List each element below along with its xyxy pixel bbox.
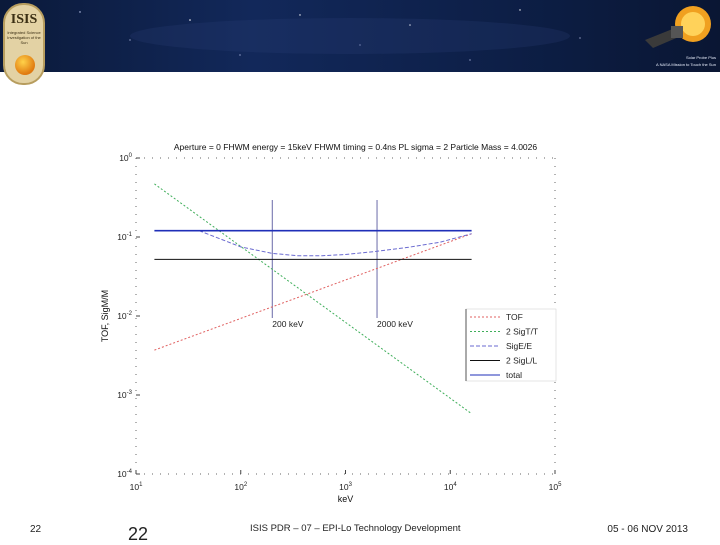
legend-box: [465, 308, 557, 382]
x-tick-label: 101: [130, 482, 143, 492]
x-tick-label: 104: [444, 482, 457, 492]
legend-label: 2 SigL/L: [506, 356, 537, 366]
x-tick-label: 103: [339, 482, 352, 492]
series-line: [154, 183, 472, 415]
slide-number-large: 22: [128, 524, 149, 544]
legend-label: total: [506, 370, 522, 380]
legend-label: SigE/E: [506, 341, 532, 351]
y-tick-label: 10-4: [117, 469, 132, 479]
solar-probe-logo: Solar Probe Plus A NASA Mission to Touch…: [625, 2, 720, 70]
y-tick-label: 10-1: [117, 232, 132, 242]
y-tick-label: 10-2: [117, 311, 132, 321]
y-tick-label: 100: [119, 153, 132, 163]
star-field: [79, 9, 581, 61]
probe-title: Solar Probe Plus: [685, 55, 716, 60]
x-tick-label: 105: [549, 482, 562, 492]
x-axis-label: keV: [338, 494, 354, 504]
footer-date: 05 - 06 NOV 2013: [607, 524, 688, 535]
probe-graphic: [645, 6, 711, 48]
x-tick-label: 102: [234, 482, 247, 492]
slide-number-small: 22: [30, 524, 42, 535]
isis-logo-subtitle: Integrated Science Investigation of the …: [7, 30, 41, 45]
vertical-marker-label: 2000 keV: [377, 319, 413, 329]
chart-title: Aperture = 0 FHWM energy = 15keV FHWM ti…: [174, 142, 537, 152]
footer-title: ISIS PDR – 07 – EPI-Lo Technology Develo…: [250, 523, 461, 534]
y-axis-label: TOF, SigM/M: [100, 290, 110, 342]
isis-logo: ISIS Integrated Science Investigation of…: [3, 3, 45, 85]
series-line: [198, 230, 472, 257]
legend-label: TOF: [506, 312, 523, 322]
header-banner: Solar Probe Plus A NASA Mission to Touch…: [0, 0, 720, 72]
isis-logo-title: ISIS: [10, 12, 38, 27]
sun-icon: [15, 55, 35, 75]
series-line: [154, 233, 472, 351]
legend-label: 2 SigT/T: [506, 327, 538, 337]
y-tick-label: 10-3: [117, 390, 132, 400]
probe-subtitle: A NASA Mission to Touch the Sun: [656, 62, 716, 67]
vertical-marker-label: 200 keV: [272, 319, 304, 329]
